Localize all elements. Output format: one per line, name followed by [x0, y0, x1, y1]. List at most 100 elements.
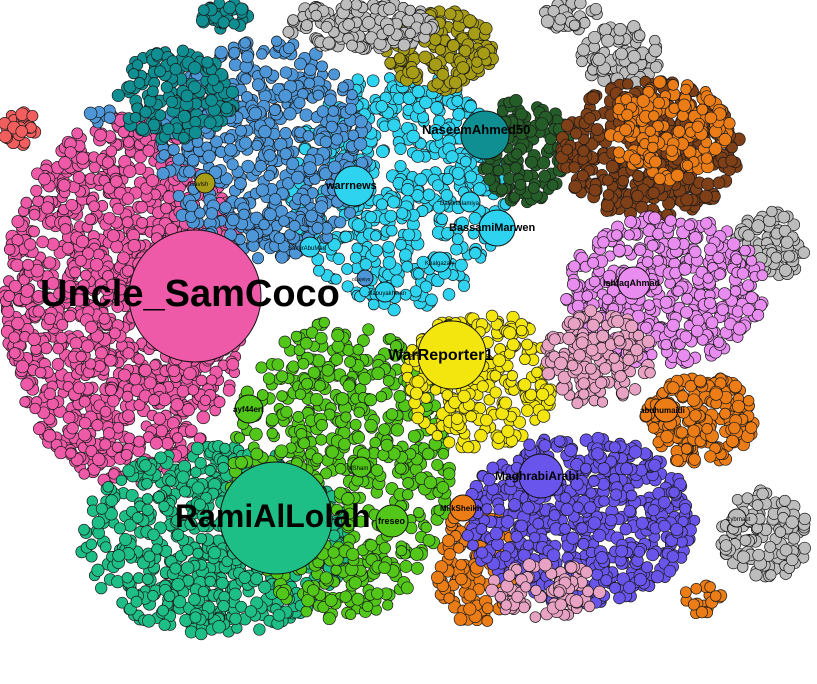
graph-node-pink-1111	[64, 146, 77, 159]
graph-node-steel-blue-3508	[323, 93, 337, 107]
graph-node-steel-blue-3588	[299, 194, 311, 206]
graph-node-teal-green-1952	[139, 459, 152, 472]
graph-node-steel-blue-3562	[354, 115, 368, 129]
graph-node-lime-green-2612	[378, 561, 391, 575]
graph-node-lime-green-2435	[249, 427, 263, 441]
graph-node-teal-green-1997	[181, 561, 195, 575]
graph-node-pink-869	[112, 202, 125, 215]
graph-node-pink-1202	[199, 394, 212, 406]
graph-node-teal-green-1619	[91, 563, 105, 577]
graph-node-gray-4206	[340, 0, 353, 11]
graph-node-cyan-3114	[394, 159, 407, 173]
graph-node-gray-4223	[383, 2, 397, 16]
graph-node-dark-green-4694	[483, 173, 496, 186]
graph-node-pink-504	[123, 432, 136, 445]
graph-node-cyan-3146	[412, 267, 425, 280]
graph-node-pink-1289	[20, 196, 33, 209]
graph-node-gray-4551	[574, 0, 587, 10]
graph-node-pink-1217	[72, 381, 86, 395]
graph-node-lime-green-2604	[301, 377, 314, 390]
graph-node-gray-4513	[752, 548, 765, 562]
graph-node-cyan-3101	[387, 195, 401, 209]
graph-node-lime-green-2499	[369, 436, 381, 449]
graph-node-cyan-3051	[425, 293, 438, 307]
graph-node-steel-blue-3595	[279, 127, 292, 140]
graph-node-dark-teal-3853	[188, 61, 202, 75]
graph-node-lime-green-2645	[422, 447, 435, 461]
graph-node-steel-blue-3670	[258, 218, 270, 231]
graph-node-lime-green-2484	[400, 581, 414, 595]
graph-node-gray-4509	[736, 550, 751, 564]
graph-node-pink-802	[153, 412, 166, 426]
graph-node-steel-blue-3302	[228, 58, 242, 72]
graph-node-lime-green-2213	[262, 372, 276, 385]
graph-node-lime-green-2621	[315, 331, 328, 345]
graph-node-steel-blue-3644	[214, 45, 228, 60]
graph-node-steel-blue-3617	[256, 48, 268, 60]
graph-node-pink-1297	[66, 422, 79, 435]
graph-node-cyan-2983	[451, 233, 464, 246]
graph-node-pink-1280	[8, 279, 22, 293]
graph-node-dark-green-4709	[535, 117, 549, 131]
graph-node-steel-blue-3699	[251, 139, 263, 151]
graph-node-gray-4393	[783, 250, 796, 263]
graph-node-pink-1106	[127, 239, 141, 253]
graph-node-pink-1170	[84, 213, 96, 226]
graph-node-lime-green-2542	[378, 541, 391, 555]
graph-node-dark-teal-3842	[203, 116, 217, 130]
graph-node-steel-blue-3645	[245, 229, 260, 243]
graph-node-teal-green-1789	[212, 620, 226, 634]
graph-node-pink-1228	[118, 368, 131, 382]
graph-node-steel-blue-3619	[268, 104, 281, 116]
graph-node-pink-1070	[34, 366, 47, 379]
graph-node-steel-blue-3623	[235, 124, 247, 137]
graph-node-cyan-3076	[451, 95, 464, 107]
graph-node-lime-green-2592	[358, 371, 372, 386]
graph-node-pink-807	[28, 225, 40, 238]
graph-node-cyan-2992	[436, 213, 448, 226]
graph-node-teal-green-1687	[194, 627, 208, 641]
graph-node-teal-green-1966	[121, 572, 133, 584]
graph-node-dark-teal-3855	[169, 63, 182, 76]
graph-node-pink-572	[123, 136, 135, 148]
graph-node-pink-998	[111, 300, 124, 313]
graph-node-steel-blue-3680	[288, 220, 301, 232]
graph-node-olive-4047	[463, 14, 477, 28]
graph-node-gray-4512	[719, 539, 733, 552]
graph-node-pink-1093	[176, 384, 190, 398]
graph-node-pink-919	[32, 422, 46, 436]
graph-node-lime-green-2459	[413, 507, 425, 519]
graph-node-gray-4276	[577, 43, 590, 57]
graph-node-gray-4187	[346, 39, 358, 52]
graph-node-pink-1295	[114, 283, 127, 296]
graph-node-pink-1288	[59, 223, 72, 235]
graph-node-pink-1207	[122, 409, 135, 423]
graph-node-teal-green-1897	[204, 575, 216, 588]
graph-node-cyan-3118	[459, 155, 472, 168]
graph-node-cyan-3091	[440, 189, 454, 202]
graph-node-cyan-3009	[376, 198, 388, 211]
graph-node-cyan-3016	[351, 218, 366, 232]
graph-node-pink-1220	[181, 403, 195, 417]
graph-node-steel-blue-3502	[224, 133, 236, 145]
graph-node-cyan-3111	[384, 209, 398, 223]
graph-node-dark-teal-3825	[176, 44, 190, 57]
graph-node-dark-teal-3789	[162, 122, 175, 136]
graph-node-pink-1290	[105, 145, 118, 157]
graph-node-steel-blue-3523	[240, 73, 252, 85]
graph-node-teal-green-1998	[158, 500, 170, 512]
graph-node-pink-1161	[56, 318, 69, 331]
graph-node-teal-green-1804	[217, 462, 230, 474]
graph-node-dark-green-4693	[511, 148, 523, 160]
graph-node-cyan-3090	[451, 166, 465, 180]
graph-node-lime-green-2507	[370, 464, 384, 477]
graph-node-cyan-3115	[396, 207, 409, 220]
graph-node-pink-791	[121, 390, 134, 403]
graph-node-pink-1199	[91, 419, 104, 432]
graph-node-teal-green-1854	[272, 608, 286, 622]
graph-node-pink-1152	[75, 235, 90, 249]
graph-node-lime-green-2409	[334, 463, 347, 475]
graph-node-lime-green-2355	[278, 335, 292, 349]
graph-node-teal-green-1995	[142, 614, 156, 628]
graph-node-dark-teal-3859	[154, 65, 166, 78]
